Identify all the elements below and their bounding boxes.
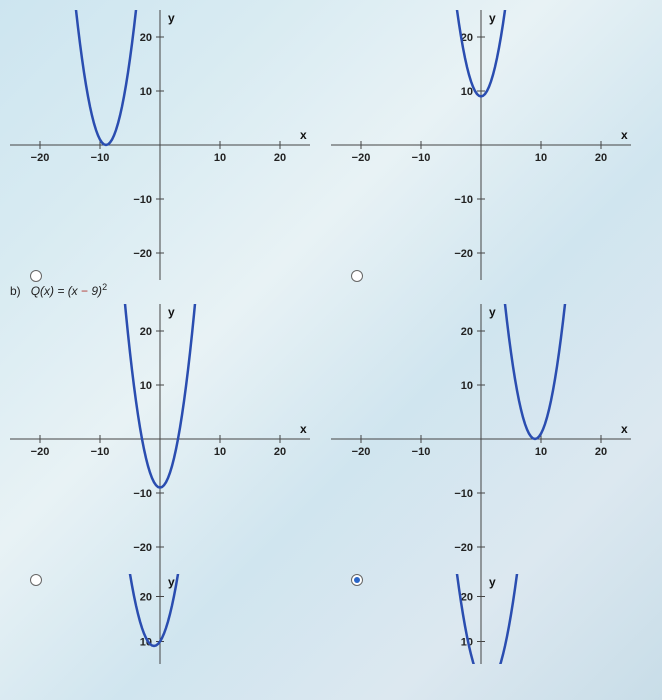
svg-text:−10: −10: [454, 488, 473, 500]
svg-text:−10: −10: [412, 446, 431, 458]
svg-text:20: 20: [461, 326, 473, 338]
chart-cell-c6: 1020y: [331, 574, 652, 664]
svg-text:10: 10: [140, 380, 152, 392]
svg-text:−10: −10: [412, 152, 431, 164]
chart-cell-c5: 1020y: [10, 574, 331, 664]
svg-text:x: x: [300, 422, 307, 436]
svg-text:−10: −10: [454, 194, 473, 206]
chart-c1: −20 −10 10 20 −20 −10 10 20 y x: [10, 10, 310, 280]
svg-text:10: 10: [214, 152, 226, 164]
svg-text:y: y: [168, 11, 175, 25]
svg-text:−10: −10: [91, 152, 110, 164]
svg-text:20: 20: [595, 152, 607, 164]
svg-text:20: 20: [274, 446, 286, 458]
svg-text:y: y: [168, 305, 175, 319]
parabola-curve: [451, 574, 523, 664]
svg-text:−20: −20: [454, 248, 473, 260]
chart-c3: −20 −10 10 20 −20 −10 10 20 y x: [10, 304, 310, 574]
chart-c6: 1020y: [331, 574, 631, 664]
svg-text:20: 20: [461, 592, 473, 604]
svg-text:x: x: [621, 128, 628, 142]
svg-text:−20: −20: [31, 446, 50, 458]
chart-cell-c4: −20 −10 10 20 −20 −10 10 20 y x: [331, 304, 652, 574]
chart-c2: −20−101020−20−101020yx: [331, 10, 631, 280]
svg-text:y: y: [489, 11, 496, 25]
svg-text:−20: −20: [31, 152, 50, 164]
svg-text:10: 10: [461, 86, 473, 98]
svg-text:y: y: [168, 575, 175, 589]
parabola-curve: [124, 574, 184, 646]
chart-c4: −20 −10 10 20 −20 −10 10 20 y x: [331, 304, 631, 574]
svg-text:10: 10: [535, 446, 547, 458]
svg-text:y: y: [489, 575, 496, 589]
svg-text:20: 20: [274, 152, 286, 164]
parabola-curve: [72, 10, 140, 145]
svg-text:−10: −10: [133, 194, 152, 206]
svg-text:−20: −20: [133, 542, 152, 554]
svg-text:20: 20: [140, 592, 152, 604]
svg-text:x: x: [621, 422, 628, 436]
parabola-curve: [501, 304, 569, 439]
svg-text:−10: −10: [91, 446, 110, 458]
svg-text:20: 20: [595, 446, 607, 458]
svg-text:10: 10: [140, 86, 152, 98]
svg-text:−20: −20: [133, 248, 152, 260]
question-text: b) Q(x) = (x − 9)2: [10, 282, 107, 298]
svg-text:x: x: [300, 128, 307, 142]
svg-text:20: 20: [140, 32, 152, 44]
chart-cell-c1: −20 −10 10 20 −20 −10 10 20 y x: [10, 10, 331, 280]
svg-text:−20: −20: [352, 152, 371, 164]
svg-text:20: 20: [140, 326, 152, 338]
svg-text:−20: −20: [454, 542, 473, 554]
svg-text:−20: −20: [352, 446, 371, 458]
chart-cell-c2: −20−101020−20−101020yx: [331, 10, 652, 280]
svg-text:10: 10: [535, 152, 547, 164]
svg-text:10: 10: [461, 380, 473, 392]
chart-c5: 1020y: [10, 574, 310, 664]
question-row: b) Q(x) = (x − 9)2: [10, 280, 652, 304]
svg-text:−10: −10: [133, 488, 152, 500]
svg-text:y: y: [489, 305, 496, 319]
svg-text:10: 10: [214, 446, 226, 458]
chart-cell-c3: −20 −10 10 20 −20 −10 10 20 y x: [10, 304, 331, 574]
